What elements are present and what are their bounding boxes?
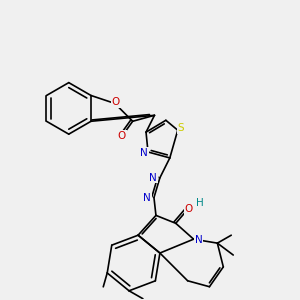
Text: N: N [195, 235, 203, 245]
Text: N: N [140, 148, 148, 158]
Text: N: N [149, 173, 157, 183]
Text: O: O [118, 131, 126, 141]
Text: O: O [112, 98, 120, 107]
Text: H: H [196, 199, 203, 208]
Text: S: S [177, 123, 184, 133]
Text: N: N [143, 193, 151, 202]
Text: O: O [184, 204, 193, 214]
